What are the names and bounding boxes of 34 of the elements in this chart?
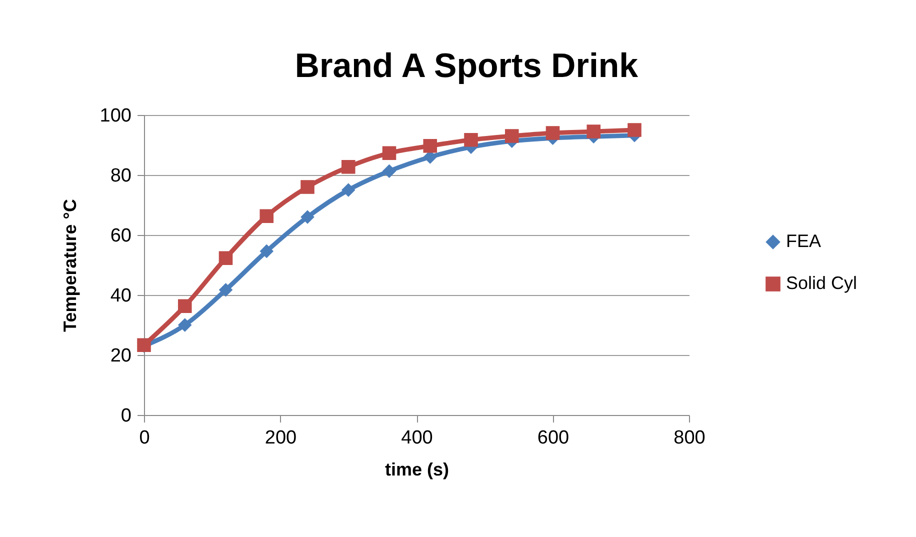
point — [260, 209, 274, 223]
point — [341, 160, 356, 174]
point — [464, 133, 478, 147]
y-tick-label: 40 — [110, 286, 132, 306]
y-tick-label: 80 — [110, 166, 132, 186]
y-tick-label: 0 — [120, 406, 132, 426]
x-tick-label: 800 — [674, 428, 706, 448]
y-axis-title: Temperature °C — [60, 199, 80, 332]
y-tick-label: 100 — [100, 106, 132, 126]
point — [504, 129, 519, 143]
x-tick-label: 200 — [264, 428, 297, 448]
x-tick-label: 0 — [139, 428, 150, 448]
legend-label: FEA — [786, 231, 822, 251]
point — [218, 251, 233, 265]
point — [178, 299, 192, 313]
point — [300, 210, 314, 224]
legend-label: Solid Cyl — [786, 273, 858, 293]
point — [423, 139, 438, 153]
y-tick-label: 60 — [110, 226, 132, 246]
x-tick-label: 400 — [401, 428, 433, 448]
point — [178, 318, 192, 332]
point — [628, 123, 642, 137]
point — [546, 126, 560, 140]
point — [300, 180, 314, 194]
point — [382, 164, 396, 178]
point — [341, 183, 356, 197]
point — [218, 283, 233, 297]
point — [586, 124, 601, 138]
point — [260, 244, 274, 258]
chart-title: Brand A Sports Drink — [294, 47, 638, 85]
x-tick-label: 600 — [537, 428, 570, 448]
x-axis-title: time (s) — [384, 460, 450, 480]
point — [382, 146, 396, 160]
y-tick-label: 20 — [110, 346, 132, 366]
